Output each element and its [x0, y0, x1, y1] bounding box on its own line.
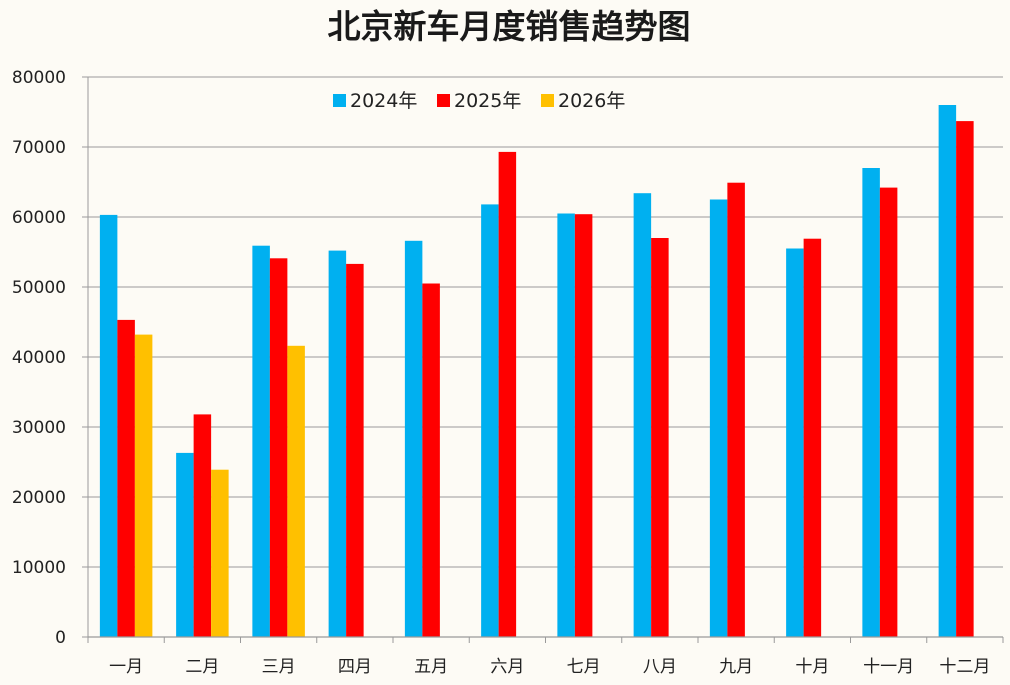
bar-2024年-六月 [481, 204, 499, 637]
x-tick-label: 十一月 [863, 657, 914, 677]
bar-2025年-二月 [193, 414, 212, 637]
bar-2024年-十一月 [862, 168, 880, 637]
legend: 2024年 2025年 2026年 [333, 90, 625, 112]
bar-2024年-二月 [176, 452, 194, 637]
legend-swatch [333, 94, 346, 107]
bar-2024年-四月 [328, 250, 347, 637]
bar-2025年-十月 [803, 238, 822, 637]
bar-2025年-三月 [269, 258, 288, 637]
y-tick-label: 10000 [12, 558, 66, 578]
bar-2025年-九月 [727, 182, 745, 637]
y-tick-label: 0 [55, 628, 66, 648]
y-tick-label: 70000 [12, 138, 66, 158]
y-tick-label: 20000 [12, 488, 66, 508]
bar-2025年-十一月 [879, 187, 898, 637]
legend-label: 2024年 [350, 90, 417, 112]
legend-swatch [437, 94, 450, 107]
legend-label: 2025年 [454, 90, 521, 112]
bar-2026年-三月 [287, 345, 305, 637]
bar-2025年-一月 [117, 319, 135, 637]
y-tick-label: 40000 [12, 348, 66, 368]
bar-2026年-一月 [134, 334, 153, 637]
x-tick-label: 一月 [109, 657, 143, 677]
y-tick-label: 30000 [12, 418, 66, 438]
x-tick-label: 九月 [719, 657, 753, 677]
x-tick-label: 四月 [338, 657, 372, 677]
bar-2024年-三月 [252, 245, 270, 637]
x-tick-label: 八月 [643, 657, 677, 677]
bar-2025年-八月 [651, 238, 669, 637]
x-tick-label: 六月 [490, 657, 524, 677]
bar-2025年-七月 [574, 214, 593, 637]
x-tick-label: 三月 [262, 657, 296, 677]
bar-2026年-二月 [211, 469, 229, 637]
y-tick-label: 60000 [12, 208, 66, 228]
bar-2025年-十二月 [956, 121, 974, 638]
bar-2024年-七月 [557, 213, 575, 637]
chart-title: 北京新车月度销售趋势图 [328, 7, 691, 46]
bars [99, 105, 974, 638]
x-tick-label: 二月 [185, 657, 219, 677]
bar-2025年-六月 [498, 151, 517, 637]
x-tick-label: 五月 [414, 657, 448, 677]
bar-2024年-一月 [99, 214, 118, 637]
legend-swatch [541, 94, 554, 107]
bar-2025年-五月 [422, 283, 440, 637]
bar-2024年-十月 [786, 248, 804, 637]
y-tick-label: 50000 [12, 278, 66, 298]
x-tick-label: 十二月 [939, 657, 990, 677]
gridlines [87, 76, 1003, 638]
bar-2025年-四月 [346, 263, 364, 637]
bar-2024年-八月 [633, 193, 652, 637]
y-tick-label: 80000 [12, 68, 66, 88]
bar-2024年-五月 [404, 240, 423, 638]
x-axis: 一月 二月 三月 四月 五月 六月 七月 八月 九月 十月 十一月 十二月 [87, 636, 1004, 677]
x-tick-label: 七月 [567, 657, 601, 677]
y-axis-ticks: 0 10000 20000 30000 40000 50000 60000 70000 8000… [12, 68, 88, 648]
x-tick-label: 十月 [795, 657, 829, 677]
legend-label: 2026年 [558, 90, 625, 112]
bar-2024年-九月 [709, 199, 728, 637]
bar-2024年-十二月 [938, 105, 957, 637]
